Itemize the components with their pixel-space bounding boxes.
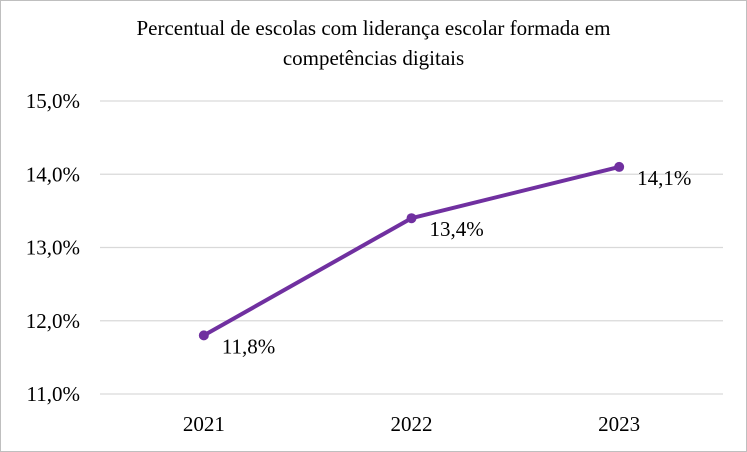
series-line bbox=[201, 164, 622, 338]
x-tick-label: 2022 bbox=[391, 412, 433, 436]
series-group bbox=[198, 161, 625, 341]
data-point bbox=[198, 330, 209, 341]
chart-title-line-2: competências digitais bbox=[282, 46, 465, 70]
y-tick-label: 14,0% bbox=[26, 162, 80, 186]
data-point bbox=[614, 161, 625, 172]
gridlines bbox=[100, 100, 723, 395]
data-label: 13,4% bbox=[430, 217, 484, 241]
data-label: 11,8% bbox=[222, 334, 275, 358]
data-label: 14,1% bbox=[637, 166, 691, 190]
x-axis-ticks: 2021 2022 2023 bbox=[183, 412, 640, 436]
y-tick-label: 11,0% bbox=[27, 382, 80, 406]
chart-title-line-1: Percentual de escolas com liderança esco… bbox=[136, 16, 611, 40]
data-labels: 11,8% 13,4% 14,1% bbox=[222, 166, 692, 358]
y-tick-label: 12,0% bbox=[26, 309, 80, 333]
y-tick-label: 15,0% bbox=[26, 89, 80, 113]
x-tick-label: 2023 bbox=[598, 412, 640, 436]
data-point bbox=[406, 213, 417, 224]
x-tick-label: 2021 bbox=[183, 412, 225, 436]
y-tick-label: 13,0% bbox=[26, 236, 80, 260]
y-axis-ticks: 15,0% 14,0% 13,0% 12,0% 11,0% bbox=[26, 89, 80, 406]
